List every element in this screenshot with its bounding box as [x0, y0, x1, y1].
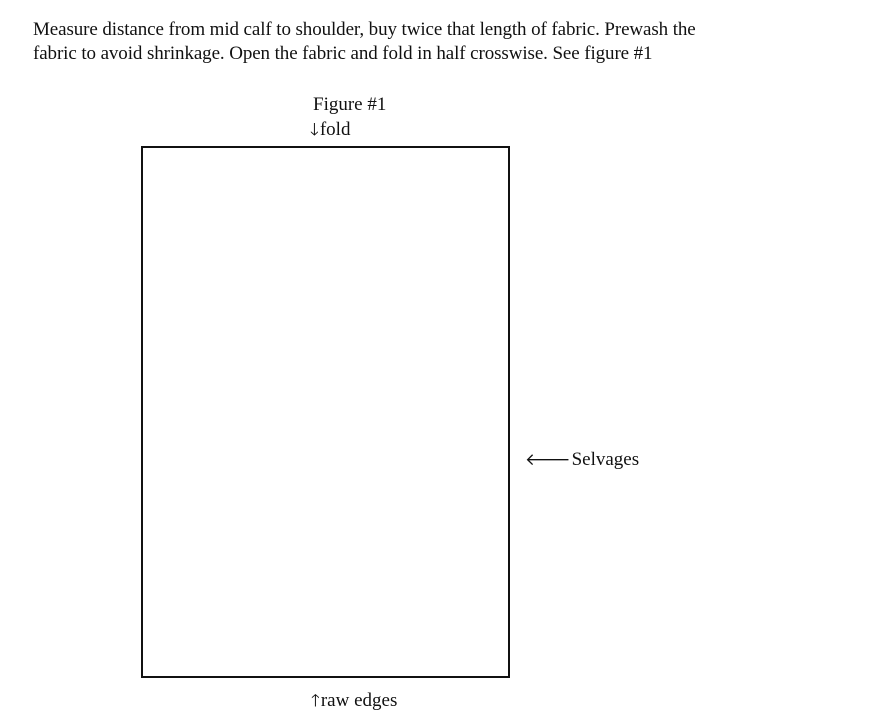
down-arrow-icon: 🡓 [310, 120, 319, 140]
raw-edges-label-text: raw edges [320, 690, 398, 711]
instructions-text: Measure distance from mid calf to should… [33, 18, 873, 66]
selvages-label-text: Selvages [571, 449, 640, 470]
fold-label: 🡓 fold [310, 119, 350, 141]
instructions-line-1: Measure distance from mid calf to should… [33, 19, 696, 40]
raw-edges-label: 🡑 raw edges [311, 690, 397, 712]
selvages-label: 🡐 Selvages [525, 449, 639, 471]
fold-label-text: fold [319, 119, 351, 140]
instructions-line-2: fabric to avoid shrinkage. Open the fabr… [33, 43, 653, 64]
left-arrow-icon: 🡐 [525, 450, 571, 470]
up-arrow-icon: 🡑 [311, 691, 320, 711]
figure-title: Figure #1 [313, 94, 387, 115]
folded-fabric-diagram [141, 146, 510, 678]
